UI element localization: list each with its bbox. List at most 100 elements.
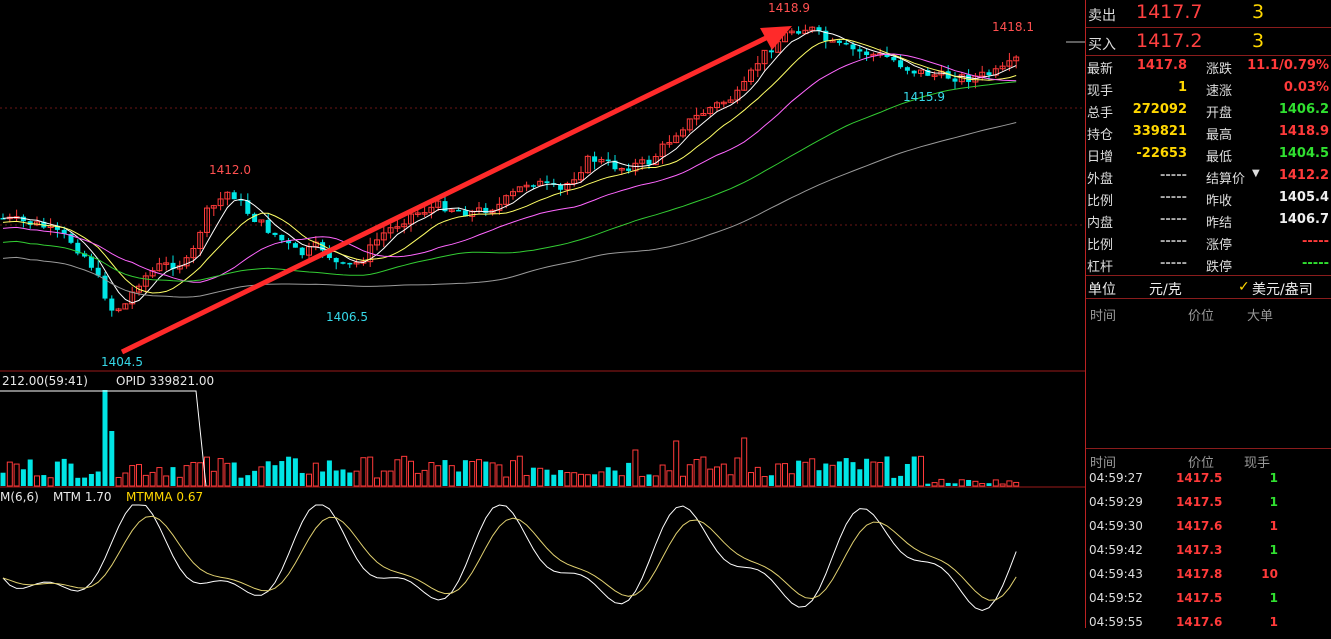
- candle-body: [748, 69, 754, 82]
- candle-body: [231, 192, 237, 200]
- candle-body: [408, 213, 414, 225]
- candle-body: [584, 155, 591, 174]
- candle-body: [448, 209, 455, 212]
- volume-bar: [408, 460, 414, 487]
- candle-body: [564, 183, 571, 191]
- volume-bar: [61, 458, 67, 486]
- tick-time: 04:59:29: [1089, 495, 1143, 509]
- candle-body: [788, 30, 795, 34]
- tick-row[interactable]: 04:59:42 1417.3 1: [1086, 543, 1331, 567]
- candle-body: [857, 49, 863, 52]
- volume-bar: [618, 475, 625, 487]
- divider: [1086, 27, 1331, 28]
- candle-body: [238, 199, 244, 201]
- sell-quote-row[interactable]: 卖出 1417.7 3: [1086, 0, 1331, 28]
- tick-row[interactable]: 04:59:52 1417.5 1: [1086, 591, 1331, 615]
- volume-bar: [47, 477, 54, 487]
- volume-bar: [75, 477, 81, 486]
- candle-body: [115, 308, 122, 312]
- unit-row: 单位 元/克 ✓ 美元/盎司: [1086, 276, 1331, 298]
- candle-body: [204, 207, 210, 233]
- candle-body: [367, 244, 374, 263]
- dropdown-caret-icon[interactable]: ▼: [1252, 168, 1260, 179]
- candle-body: [272, 232, 278, 235]
- candle-body: [754, 63, 761, 71]
- stat-row: 昨收 1405.4: [1206, 190, 1329, 212]
- volume-bar: [374, 477, 380, 487]
- candle-body: [217, 198, 224, 207]
- ticks-qty-header: 现手: [1244, 456, 1271, 471]
- tick-time: 04:59:52: [1089, 591, 1143, 605]
- tick-row[interactable]: 04:59:30 1417.6 1: [1086, 519, 1331, 543]
- volume-bar: [632, 449, 639, 487]
- stat-label: 日增: [1087, 150, 1114, 165]
- candle-body: [864, 51, 870, 56]
- candle-body: [320, 242, 326, 251]
- candle-body: [286, 240, 292, 244]
- volume-bar: [843, 458, 849, 486]
- candle-body: [618, 167, 625, 171]
- candle-body: [136, 285, 142, 293]
- candle-body: [598, 159, 605, 163]
- volume-bar: [292, 458, 298, 486]
- stat-label: 结算价: [1206, 172, 1246, 187]
- volume-bar: [782, 463, 788, 487]
- candle-body: [952, 78, 958, 82]
- candle-body: [659, 143, 666, 158]
- kline-chart-area[interactable]: 1418.9 1418.1 1412.0 1415.9 1406.5 1404.…: [0, 0, 1085, 628]
- volume-bar: [958, 479, 965, 487]
- volume-bar: [904, 463, 910, 486]
- kline-chart-svg[interactable]: [0, 0, 1085, 628]
- volume-bar: [992, 479, 999, 487]
- tick-row[interactable]: 04:59:55 1417.6 1: [1086, 615, 1331, 639]
- candle-body: [503, 195, 510, 205]
- tick-row[interactable]: 04:59:43 1417.8 10: [1086, 567, 1331, 591]
- volume-bar: [401, 455, 408, 487]
- volume-bar: [380, 470, 387, 487]
- stat-label: 速涨: [1206, 84, 1233, 99]
- candle-body: [931, 74, 938, 77]
- stat-row: 杠杆 -----: [1087, 256, 1187, 278]
- candle-body: [142, 275, 149, 287]
- divider: [1086, 448, 1331, 449]
- stat-row: 开盘 1406.2: [1206, 102, 1329, 124]
- candle-body: [646, 159, 652, 165]
- stat-value: -----: [1160, 234, 1187, 249]
- unit-value[interactable]: 元/克: [1149, 282, 1182, 298]
- low-price-label: 1404.5: [101, 355, 143, 369]
- candle-body: [414, 212, 421, 215]
- volume-bar: [870, 461, 877, 487]
- volume-bar: [700, 456, 707, 487]
- candle-body: [850, 44, 856, 50]
- volume-bar: [877, 461, 884, 487]
- tick-row[interactable]: 04:59:27 1417.5 1: [1086, 471, 1331, 495]
- volume-bar: [6, 461, 13, 487]
- volume-bar: [999, 483, 1006, 487]
- volume-bar: [272, 465, 278, 486]
- volume-bar: [483, 461, 489, 486]
- volume-bar: [884, 456, 890, 486]
- buy-quote-row[interactable]: 买入 1417.2 3: [1086, 29, 1331, 57]
- candle-body: [612, 160, 618, 170]
- stat-value: 272092: [1132, 102, 1187, 117]
- tick-row[interactable]: 04:59:29 1417.5 1: [1086, 495, 1331, 519]
- volume-bar: [829, 464, 836, 487]
- volume-bar: [966, 479, 972, 486]
- divider: [1086, 275, 1331, 276]
- volume-bar: [88, 473, 94, 486]
- mtm-param-label[interactable]: M(6,6): [0, 490, 39, 504]
- volume-bar: [578, 473, 584, 487]
- volume-bar: [972, 480, 979, 487]
- volume-bar: [612, 470, 618, 486]
- candle-body: [292, 243, 298, 248]
- stat-value: 1404.5: [1278, 146, 1329, 161]
- stat-label: 昨结: [1206, 216, 1233, 231]
- candle-body: [979, 71, 986, 77]
- volume-bar: [170, 467, 176, 486]
- volume-bar: [918, 455, 924, 487]
- tick-price: 1417.5: [1176, 495, 1223, 509]
- volume-bar: [238, 477, 244, 486]
- candle-body: [245, 200, 251, 214]
- unit-alt-option[interactable]: 美元/盎司: [1252, 282, 1313, 298]
- candle-body: [347, 262, 353, 265]
